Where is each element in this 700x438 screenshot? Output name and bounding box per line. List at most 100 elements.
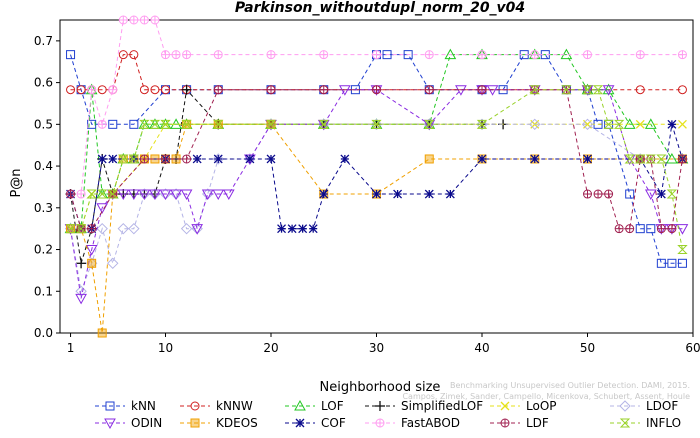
data-point: [75, 224, 87, 234]
data-point: [213, 154, 223, 164]
data-point: [129, 119, 139, 129]
data-point: [676, 224, 689, 235]
legend-label: INFLO: [646, 416, 681, 430]
data-point: [393, 189, 403, 199]
legend-item-kdeos: KDEOS: [180, 416, 258, 430]
data-point: [424, 85, 434, 95]
data-point: [677, 85, 687, 95]
data-point: [667, 258, 677, 268]
legend-marker: [104, 418, 116, 430]
data-point: [85, 245, 98, 256]
legend-marker: [190, 401, 200, 411]
data-point: [530, 154, 540, 164]
legend: kNN kNNW LOF SimplifiedLOF LoOP LDOF ODIN KDEOS…: [95, 399, 681, 430]
data-point: [582, 85, 593, 95]
data-point: [138, 189, 151, 201]
legend-item-knnw: kNNW: [180, 399, 253, 413]
data-point: [97, 328, 107, 338]
chart-title: Parkinson_withoutdupl_norm_20_v04: [235, 0, 525, 16]
y-tick-label: 0.2: [34, 243, 53, 257]
data-point: [213, 119, 224, 129]
data-point: [424, 154, 434, 164]
data-point: [666, 189, 678, 199]
legend-item-inflo: INFLO: [610, 416, 681, 430]
x-tick-label: 1: [67, 341, 75, 355]
data-point: [581, 118, 594, 131]
legend-item-simplifiedlof: SimplifiedLOF: [365, 399, 483, 413]
data-point: [222, 189, 235, 201]
data-point: [656, 154, 667, 164]
series-line: [70, 54, 683, 230]
data-point: [159, 189, 172, 201]
data-point: [118, 154, 129, 164]
data-point: [583, 189, 592, 199]
data-point: [635, 154, 646, 164]
data-point: [635, 119, 645, 129]
series-line: [70, 89, 683, 250]
y-tick-label: 0.5: [34, 117, 53, 131]
legend-item-knn: kNN: [95, 399, 156, 413]
data-point: [180, 222, 193, 235]
x-tick-label: 30: [369, 341, 384, 355]
data-point: [171, 50, 181, 60]
legend-marker: [295, 418, 305, 428]
data-point: [118, 15, 128, 25]
data-point: [476, 119, 488, 129]
legend-marker: [190, 418, 200, 428]
data-point: [97, 154, 107, 164]
legend-item-fastabod: FastABOD: [365, 416, 460, 430]
series-line: [70, 89, 683, 299]
series-line: [70, 54, 683, 91]
data-point: [372, 189, 381, 199]
data-point: [382, 50, 392, 60]
data-point: [635, 224, 645, 234]
data-point: [96, 189, 108, 199]
data-point: [370, 118, 383, 131]
y-tick-label: 0.7: [34, 34, 53, 48]
data-point: [118, 50, 128, 60]
data-point: [645, 154, 657, 164]
legend-label: SimplifiedLOF: [401, 399, 483, 413]
data-point: [108, 119, 118, 129]
legend-label: LDF: [526, 416, 549, 430]
data-point: [677, 154, 687, 164]
data-point: [192, 154, 202, 164]
data-point: [646, 224, 656, 234]
plot-area: 0.0 0.1 0.2 0.3 0.4 0.5 0.6 0.7 1 10 20 30 40 50 60: [34, 15, 700, 355]
data-point: [139, 154, 149, 164]
data-point: [529, 118, 541, 131]
data-point: [139, 119, 150, 129]
y-tick-label: 0.1: [34, 284, 53, 298]
legend-label: LOF: [321, 399, 344, 413]
data-point: [87, 224, 97, 234]
data-point: [213, 50, 223, 60]
data-point: [181, 119, 192, 129]
data-point: [444, 48, 457, 60]
series-simplifiedlof: [65, 84, 509, 269]
x-tick-label: 50: [580, 341, 595, 355]
data-point: [76, 189, 86, 199]
data-point: [76, 258, 87, 269]
data-point: [656, 189, 666, 199]
data-point: [477, 154, 487, 164]
data-point: [371, 119, 382, 129]
legend-marker: [375, 418, 385, 428]
data-point: [677, 119, 687, 129]
data-point: [625, 224, 635, 234]
data-point: [96, 222, 108, 235]
data-point: [635, 85, 645, 95]
legend-marker: [500, 401, 510, 411]
data-point: [656, 258, 666, 268]
y-tick-label: 0.6: [34, 76, 53, 90]
data-point: [265, 119, 277, 129]
data-point: [298, 224, 308, 234]
data-point: [614, 224, 624, 234]
legend-label: kNN: [131, 399, 156, 413]
legend-item-cof: COF: [285, 416, 346, 430]
series-line: [70, 88, 504, 264]
data-point: [266, 50, 276, 60]
data-point: [318, 119, 329, 129]
data-point: [403, 50, 413, 60]
